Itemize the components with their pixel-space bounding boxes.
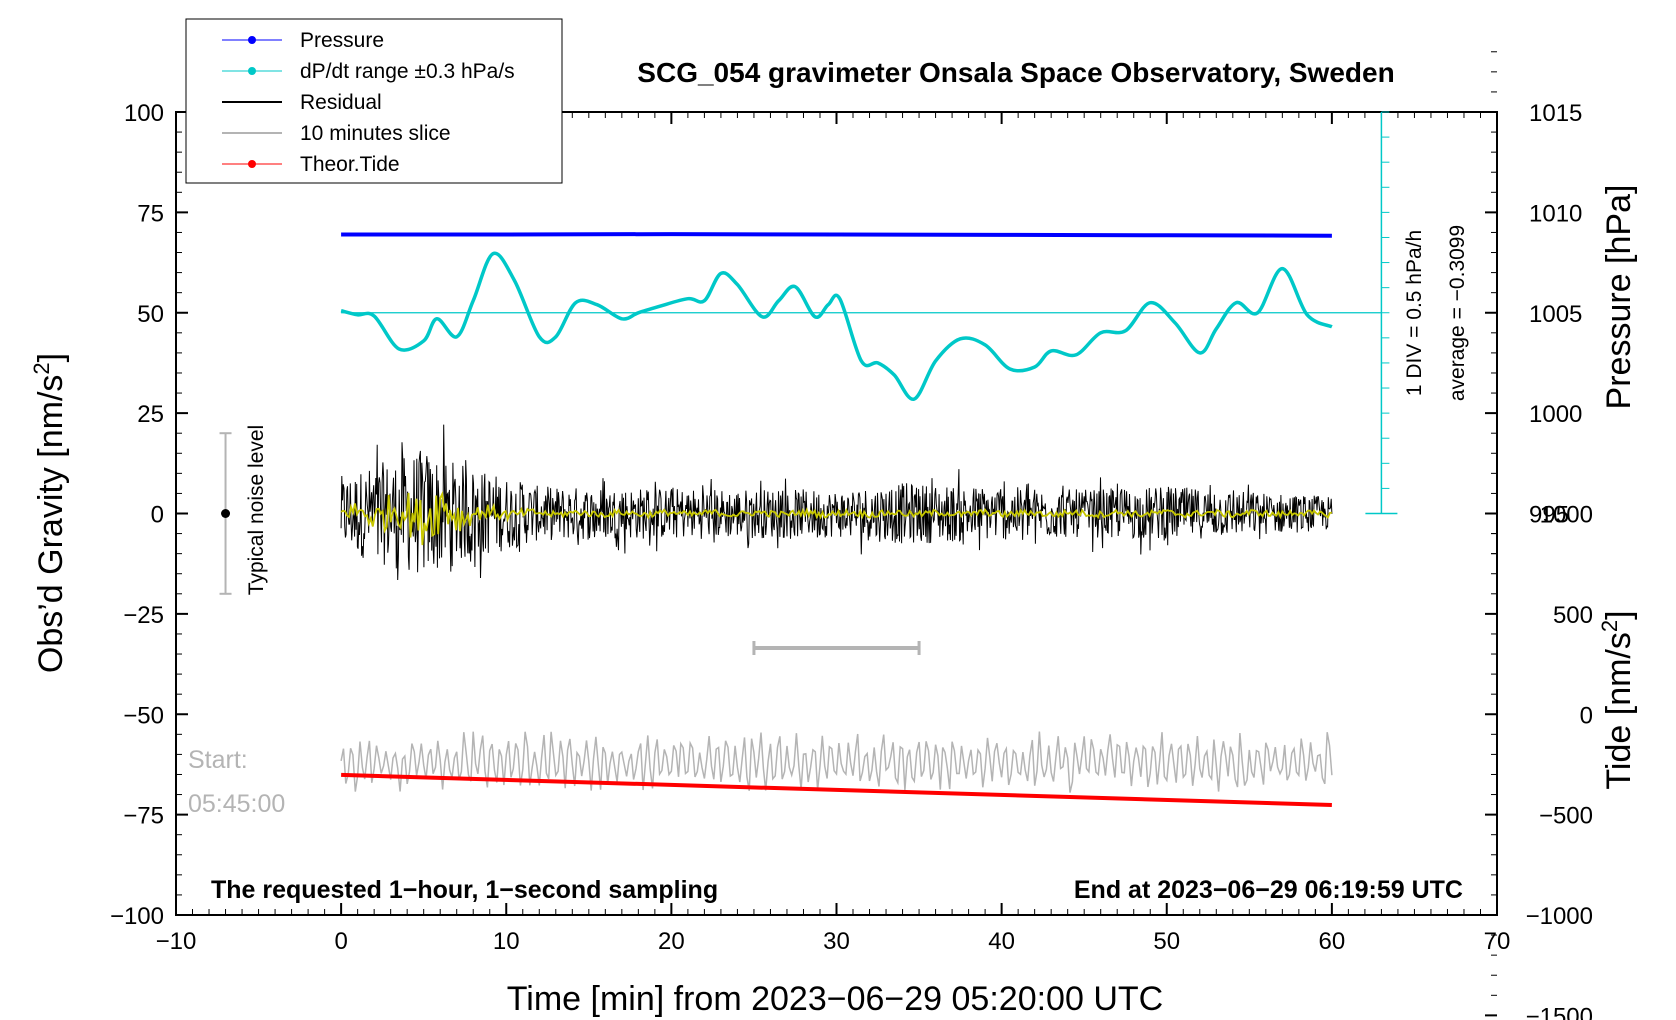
- noise-level-label: Typical noise level: [245, 425, 268, 595]
- tide-axis-title-main: Tide [nm/s: [1600, 632, 1638, 789]
- dpdt-series-line: [340, 251, 1333, 401]
- y-tick-label: 50: [137, 301, 164, 328]
- x-tick-label: −10: [156, 928, 197, 955]
- div-label: 1 DIV = 0.5 hPa/h: [1403, 230, 1426, 396]
- legend-label: 10 minutes slice: [300, 122, 451, 145]
- x-tick-label: 40: [988, 928, 1015, 955]
- y-axis-title-sup: 2: [29, 362, 54, 374]
- tide-tick-label: 500: [1553, 602, 1593, 629]
- tide-tick-label: 0: [1580, 702, 1593, 729]
- x-tick-label: 70: [1484, 928, 1511, 955]
- pressure-series-line: [341, 232, 1332, 238]
- legend-label: dP/dt range ±0.3 hPa/s: [300, 60, 515, 83]
- pressure-tick-label: 1015: [1529, 100, 1582, 127]
- legend-swatch-dot: [248, 36, 256, 44]
- y-tick-label: 100: [124, 100, 164, 127]
- y-tick-label: −25: [123, 602, 164, 629]
- y-tick-label: −100: [110, 903, 164, 930]
- y-axis-title-main: Obs’d Gravity [nm/s: [32, 375, 70, 674]
- pressure-tick-label: 995: [1529, 502, 1569, 529]
- tide-tick-label: −500: [1539, 803, 1593, 830]
- tide-axis-title-close: ]: [1600, 610, 1638, 619]
- y-tick-label: −75: [123, 803, 164, 830]
- slice-series-line: [340, 731, 1333, 793]
- x-tick-label: 60: [1319, 928, 1346, 955]
- x-tick-label: 50: [1153, 928, 1180, 955]
- x-tick-label: 20: [658, 928, 685, 955]
- noise-level-dot: [221, 509, 231, 518]
- y-tick-label: 0: [151, 502, 164, 529]
- legend-swatch-dot: [248, 67, 256, 75]
- start-label: Start:: [188, 746, 248, 774]
- y-axis-title: Obs’d Gravity [nm/s2]: [29, 353, 70, 673]
- x-tick-label: 10: [493, 928, 520, 955]
- x-tick-label: 30: [823, 928, 850, 955]
- marker-layer: [219, 111, 1398, 656]
- tide-tick-label: 1000: [1540, 502, 1593, 529]
- legend-label: Pressure: [300, 29, 384, 52]
- y-axis-tide: −1500 −1000 −500 0 500 1000: [1485, 502, 1593, 1020]
- tide-tick-label: −1500: [1526, 1003, 1593, 1020]
- legend: Pressure dP/dt range ±0.3 hPa/s Residual 10…: [185, 18, 563, 184]
- tide-axis-title-sup: 2: [1597, 620, 1622, 632]
- x-axis: −10 0 10 20 30 40 50 60 70: [156, 112, 1511, 955]
- y-axis-pressure: 995 1000 1005 1010 1015: [1485, 51, 1582, 555]
- chart-title: SCG_054 gravimeter Onsala Space Observat…: [637, 57, 1394, 88]
- start-time: 05:45:00: [188, 790, 285, 818]
- y-tick-label: −50: [123, 702, 164, 729]
- legend-swatch-dot: [248, 160, 256, 168]
- legend-label: Theor.Tide: [300, 153, 400, 176]
- x-tick-label: 0: [334, 928, 347, 955]
- average-label: average = −0.3099: [1446, 225, 1469, 401]
- tide-series-line: [341, 772, 1332, 807]
- residual-smoothed-series-line: [340, 490, 1333, 546]
- series-layer: [340, 232, 1382, 807]
- residual-series-line: [340, 424, 1333, 581]
- pressure-axis-title: Pressure [hPa]: [1600, 185, 1638, 410]
- sampling-note: The requested 1−hour, 1−second sampling: [211, 876, 718, 904]
- legend-label: Residual: [300, 91, 382, 114]
- y-tick-label: 75: [137, 200, 164, 227]
- y-axis-title-close: ]: [32, 353, 70, 362]
- tide-tick-label: −1000: [1526, 903, 1593, 930]
- pressure-tick-label: 1000: [1529, 401, 1582, 428]
- y-tick-label: 25: [137, 401, 164, 428]
- x-axis-title: Time [min] from 2023−06−29 05:20:00 UTC: [507, 980, 1163, 1018]
- pressure-tick-label: 1010: [1529, 200, 1582, 227]
- end-time-note: End at 2023−06−29 06:19:59 UTC: [1074, 876, 1463, 904]
- pressure-tick-label: 1005: [1529, 301, 1582, 328]
- tide-axis-title: Tide [nm/s2]: [1597, 610, 1638, 789]
